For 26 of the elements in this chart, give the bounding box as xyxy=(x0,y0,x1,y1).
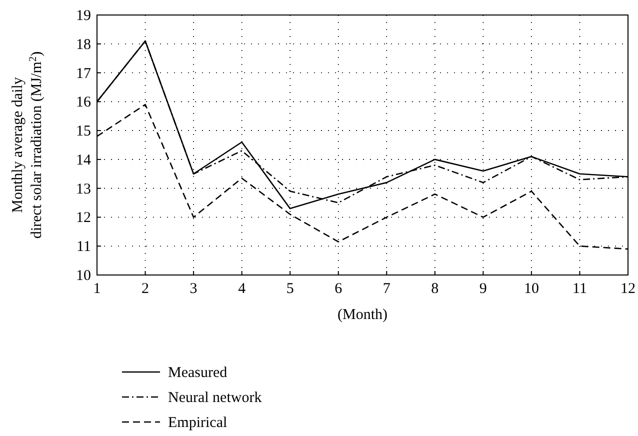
x-tick-label: 11 xyxy=(572,281,587,297)
x-tick-label: 3 xyxy=(190,281,198,297)
y-tick-label: 10 xyxy=(76,268,91,284)
y-tick-label: 18 xyxy=(76,36,91,53)
y-tick-label: 15 xyxy=(76,124,91,140)
x-tick-label: 8 xyxy=(431,281,439,297)
x-tick-label: 1 xyxy=(93,281,101,297)
legend-label: Measured xyxy=(168,365,228,381)
y-tick-label: 13 xyxy=(76,181,91,198)
y-tick-label: 14 xyxy=(76,152,92,168)
y-tick-label: 16 xyxy=(76,94,92,111)
x-tick-label: 9 xyxy=(479,281,487,297)
x-tick-label: 5 xyxy=(286,281,294,297)
x-tick-label: 7 xyxy=(382,281,391,297)
legend-label: Neural network xyxy=(168,390,262,406)
y-tick-label: 17 xyxy=(76,66,92,82)
y-tick-label: 11 xyxy=(76,239,91,256)
x-tick-label: 10 xyxy=(524,281,539,297)
x-tick-label: 4 xyxy=(238,281,246,297)
x-axis-title: (Month) xyxy=(338,307,388,323)
x-tick-label: 12 xyxy=(620,281,636,297)
y-tick-label: 12 xyxy=(76,210,91,226)
y-tick-label: 19 xyxy=(76,8,91,24)
legend-label: Empirical xyxy=(168,415,228,431)
x-tick-label: 2 xyxy=(142,281,150,297)
x-tick-label: 6 xyxy=(334,281,343,297)
